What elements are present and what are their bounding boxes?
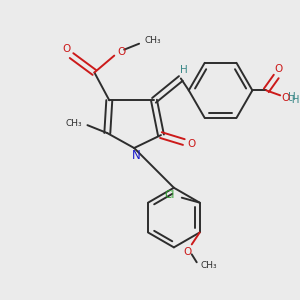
- Text: O: O: [274, 64, 282, 74]
- Text: O: O: [62, 44, 71, 54]
- Text: N: N: [132, 149, 140, 163]
- Text: O: O: [117, 46, 125, 57]
- Text: Cl: Cl: [165, 190, 175, 200]
- Text: CH₃: CH₃: [200, 261, 217, 270]
- Text: -H: -H: [288, 95, 300, 105]
- Text: O: O: [188, 139, 196, 149]
- Text: H: H: [180, 64, 188, 74]
- Text: H: H: [288, 92, 296, 102]
- Text: CH₃: CH₃: [145, 36, 161, 45]
- Text: CH₃: CH₃: [65, 119, 82, 128]
- Text: O: O: [281, 93, 289, 103]
- Text: O: O: [184, 247, 192, 257]
